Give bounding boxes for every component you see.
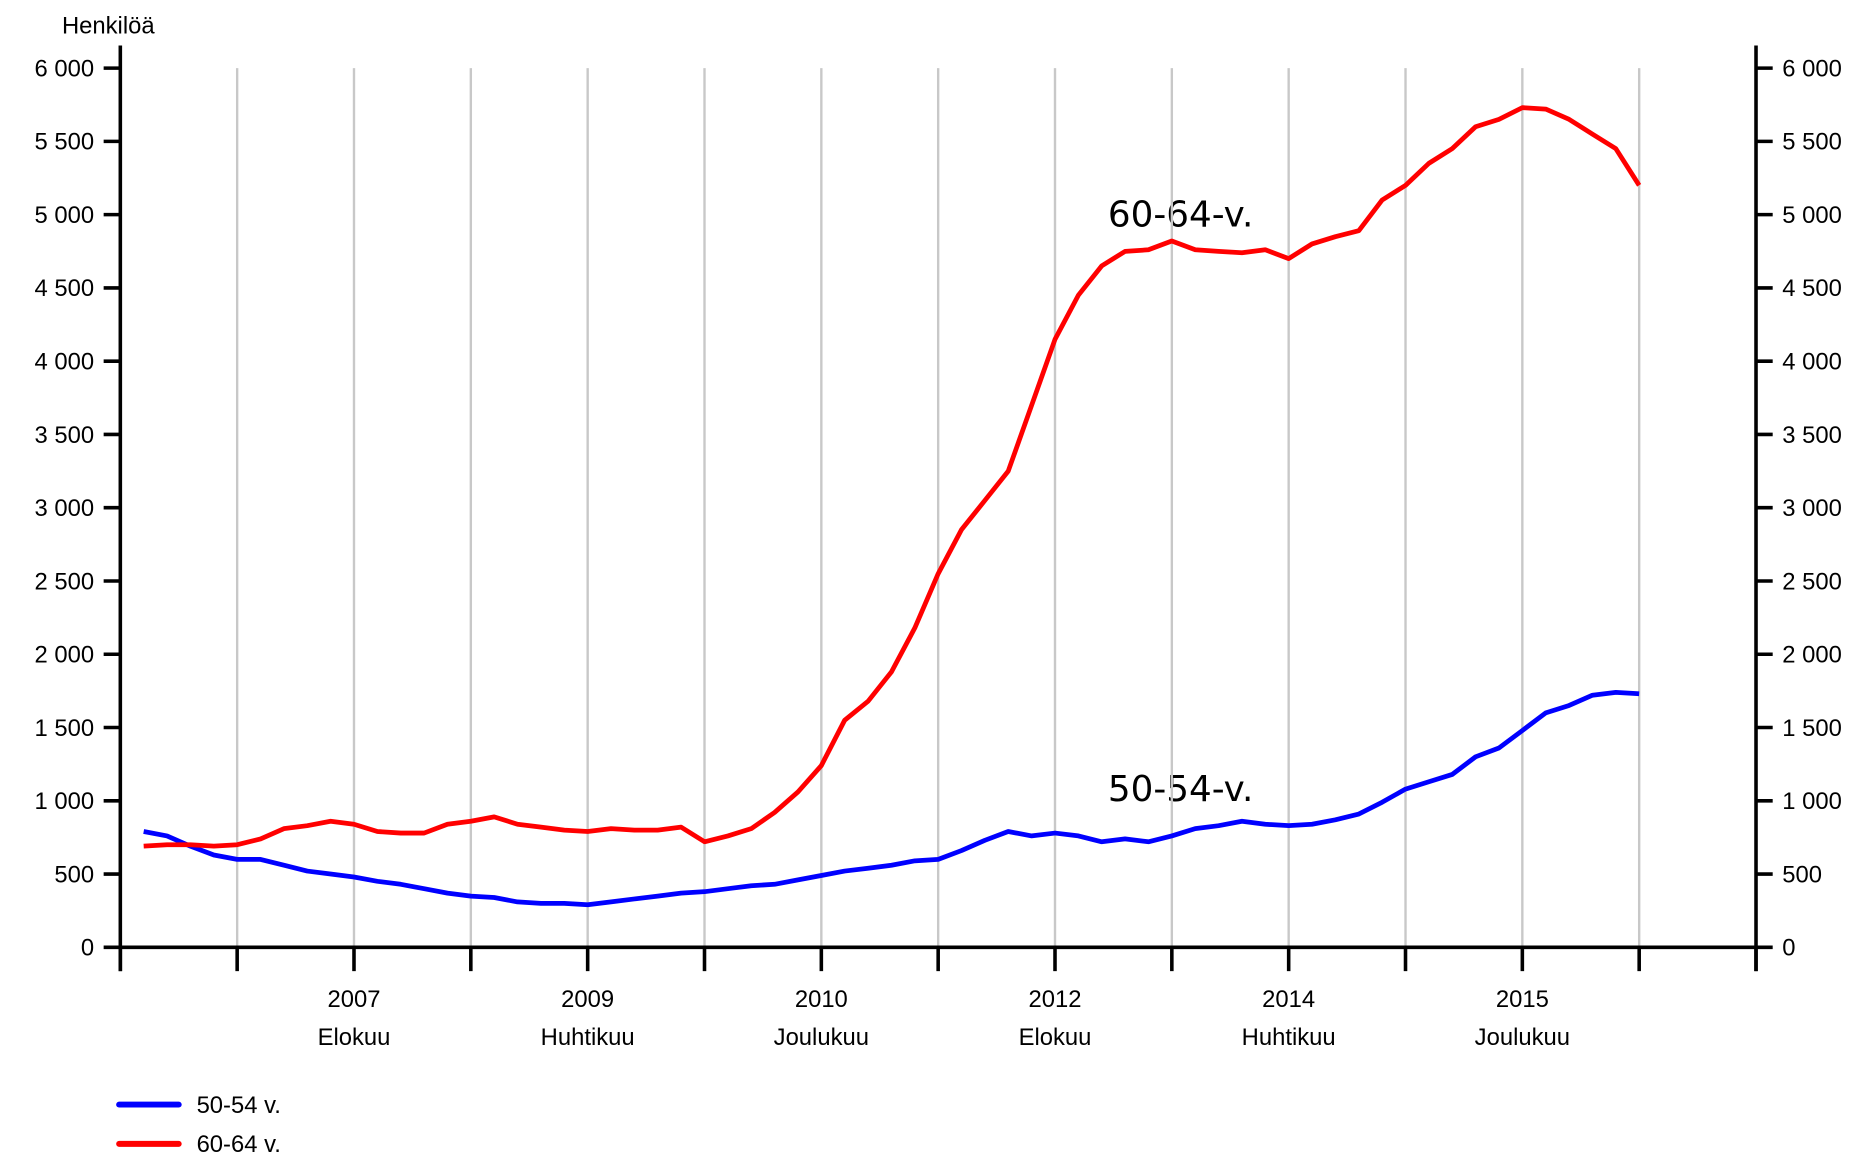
x-tick-label: Huhtikuu — [541, 1024, 635, 1051]
x-tick-label: 2014 — [1262, 986, 1315, 1013]
y-tick-label: 2 500 — [35, 568, 95, 595]
y-tick-label: 1 000 — [35, 788, 95, 815]
y-tick-label: 5 000 — [35, 202, 95, 229]
y2-tick-label: 2 000 — [1782, 642, 1842, 669]
y2-tick-label: 1 000 — [1782, 788, 1842, 815]
axis-label: Henkilöä — [62, 13, 155, 40]
y-tick-label: 4 000 — [35, 349, 95, 376]
y-tick-label: 4 500 — [35, 275, 95, 302]
x-tick-label: 2007 — [328, 986, 381, 1013]
y2-tick-label: 6 000 — [1782, 55, 1842, 82]
x-tick-label: Huhtikuu — [1242, 1024, 1336, 1051]
x-tick-label: Joulukuu — [1475, 1024, 1570, 1051]
x-tick-label: Joulukuu — [774, 1024, 869, 1051]
x-tick-label: 2012 — [1029, 986, 1082, 1013]
y2-tick-label: 5 000 — [1782, 202, 1842, 229]
y2-tick-label: 5 500 — [1782, 129, 1842, 156]
y2-tick-label: 1 500 — [1782, 715, 1842, 742]
series-line — [143, 105, 1642, 849]
y2-tick-label: 2 500 — [1782, 568, 1842, 595]
legend-label: 60-64 v. — [197, 1131, 281, 1156]
x-tick-label: Elokuu — [1019, 1024, 1092, 1051]
y2-tick-label: 3 500 — [1782, 422, 1842, 449]
y-tick-label: 500 — [54, 861, 94, 888]
y-tick-label: 3 000 — [35, 495, 95, 522]
legend-label: 50-54 v. — [197, 1092, 281, 1119]
y2-tick-label: 500 — [1782, 861, 1822, 888]
y2-tick-label: 4 000 — [1782, 349, 1842, 376]
y2-tick-label: 0 — [1782, 935, 1795, 962]
x-tick-label: 2015 — [1496, 986, 1549, 1013]
y-tick-label: 5 500 — [35, 129, 95, 156]
x-tick-label: 2010 — [795, 986, 848, 1013]
x-tick-label: Elokuu — [318, 1024, 391, 1051]
y2-tick-label: 3 000 — [1782, 495, 1842, 522]
y2-tick-label: 4 500 — [1782, 275, 1842, 302]
y-tick-label: 3 500 — [35, 422, 95, 449]
annotation: 50-54-v. — [1108, 769, 1253, 810]
series-line — [143, 689, 1640, 908]
y-tick-label: 1 500 — [35, 715, 95, 742]
annotation: 60-64-v. — [1108, 195, 1253, 236]
y-tick-label: 0 — [81, 935, 94, 962]
y-tick-label: 2 000 — [35, 642, 95, 669]
x-tick-label: 2009 — [561, 986, 614, 1013]
y-tick-label: 6 000 — [35, 55, 95, 82]
